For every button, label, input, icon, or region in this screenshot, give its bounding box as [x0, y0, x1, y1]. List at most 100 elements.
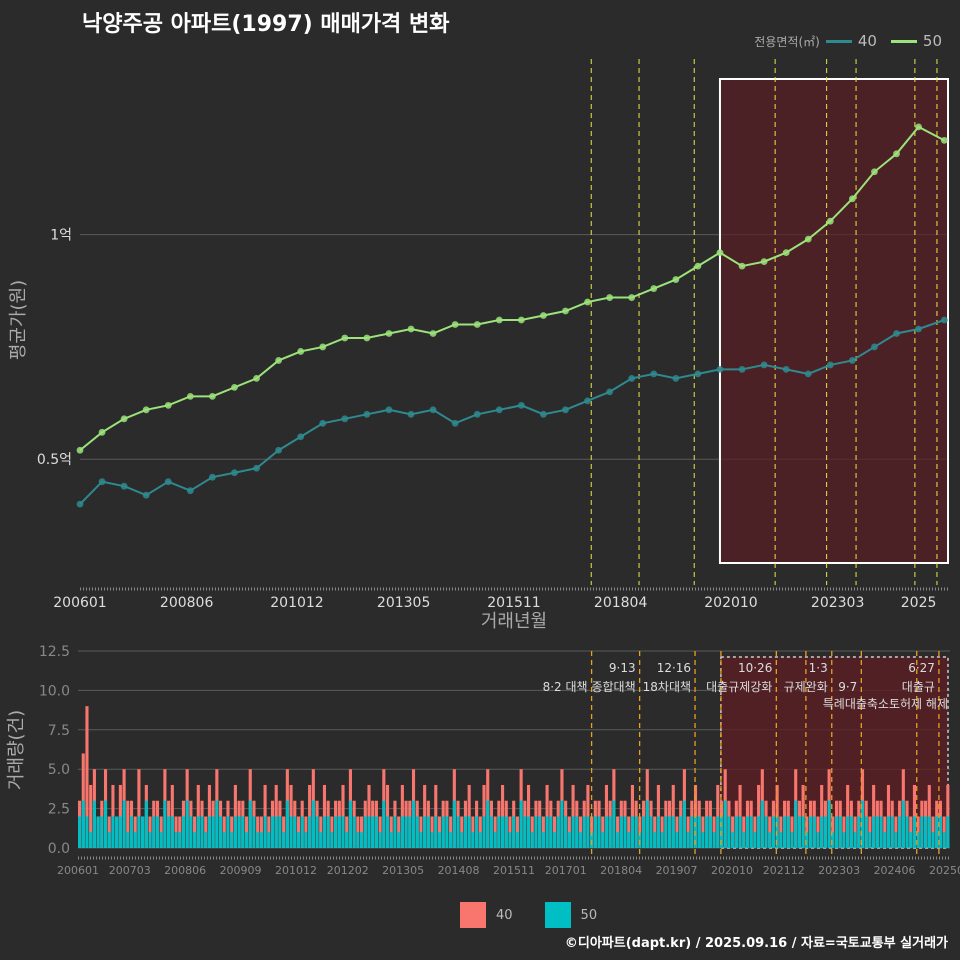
bar-50: [363, 816, 367, 848]
data-point-50: [451, 321, 459, 328]
data-point-40: [672, 374, 680, 382]
bar-50: [482, 816, 486, 848]
legend-swatch-40: [825, 39, 852, 43]
policy-label-date: 1·3: [809, 661, 828, 675]
bar-50: [111, 816, 115, 848]
bar-50: [879, 816, 883, 848]
bar-50: [144, 800, 148, 848]
bar-50: [126, 832, 130, 848]
bar-50: [141, 816, 145, 848]
bar-50: [734, 816, 738, 848]
data-point-40: [826, 361, 834, 369]
bar-50: [738, 816, 742, 848]
bar-50: [860, 800, 865, 848]
bar-50: [578, 832, 583, 848]
bar-50: [786, 816, 790, 848]
bar-50: [300, 816, 304, 848]
bar-50: [552, 832, 557, 848]
data-point-40: [716, 366, 724, 373]
bar-50: [616, 832, 620, 848]
data-point-40: [385, 406, 393, 414]
bar-50: [419, 832, 423, 848]
bar-50: [627, 832, 631, 848]
data-point-50: [231, 383, 238, 391]
bar-50: [129, 816, 134, 848]
bar-50: [853, 832, 857, 848]
bar-50: [504, 816, 508, 848]
legend-bar-label-50: 50: [580, 907, 598, 923]
bar-50: [645, 800, 649, 848]
bar-50: [564, 816, 568, 848]
bar-x-tick-label: 200703: [109, 864, 151, 877]
bar-50: [924, 816, 928, 848]
data-point-50: [253, 374, 260, 382]
data-point-40: [804, 370, 812, 378]
bar-50: [708, 816, 712, 848]
bar-50: [538, 816, 542, 848]
bar-50: [526, 816, 531, 848]
bar-50: [508, 832, 512, 848]
bar-x-tick-label: 201701: [545, 864, 587, 877]
data-point-50: [672, 276, 680, 283]
bar-50: [293, 816, 297, 848]
bar-40: [126, 800, 130, 848]
data-point-40: [517, 401, 525, 409]
bar-50: [630, 816, 634, 848]
data-point-50: [517, 316, 525, 324]
bar-50: [408, 816, 412, 848]
bar-50: [345, 832, 349, 848]
bar-50: [174, 832, 178, 848]
bar-50: [207, 816, 211, 848]
bar-50: [248, 800, 252, 848]
bar-50: [437, 832, 442, 848]
bar-50: [115, 816, 119, 848]
bar-50: [530, 832, 534, 848]
data-point-50: [385, 330, 393, 337]
bar-50: [122, 800, 126, 848]
bar-50: [367, 816, 371, 848]
bar-50: [389, 832, 393, 848]
bar-50: [664, 816, 668, 848]
bar-50: [159, 832, 163, 848]
data-point-40: [451, 419, 459, 427]
bar-50: [463, 816, 468, 848]
data-point-50: [76, 446, 84, 454]
bar-50: [705, 816, 709, 848]
bar-50: [905, 816, 909, 848]
data-point-50: [142, 406, 150, 414]
bar-50: [270, 816, 275, 848]
bar-50: [779, 832, 783, 848]
bar-x-tick-label: 202509: [929, 864, 960, 877]
bar-x-tick-label: 201907: [656, 864, 698, 877]
bar-50: [170, 816, 174, 848]
bar-50: [812, 816, 816, 848]
bar-50: [456, 816, 460, 848]
policy-label-date: 10·26: [738, 661, 772, 675]
bar-50: [237, 816, 241, 848]
data-point-40: [584, 397, 591, 405]
chart-title: 낙양주공 아파트(1997) 매매가격 변화: [82, 12, 450, 37]
data-point-40: [253, 464, 260, 472]
data-point-50: [297, 348, 305, 355]
data-point-40: [120, 482, 128, 490]
series-line-50: [79, 125, 945, 452]
data-point-40: [142, 491, 150, 499]
bar-50: [211, 816, 215, 848]
bar-50: [430, 832, 434, 848]
data-point-50: [120, 415, 128, 423]
legend-bar-label-40: 40: [496, 907, 513, 923]
x-tick-label: 201804: [594, 595, 648, 611]
data-point-50: [562, 307, 569, 315]
bar-x-tick-label: 202303: [818, 864, 860, 877]
bar-50: [886, 816, 891, 848]
bar-50: [274, 816, 278, 848]
bar-50: [371, 816, 375, 848]
bar-50: [400, 816, 404, 848]
data-point-40: [186, 487, 194, 495]
bar-50: [311, 800, 315, 848]
bar-50: [790, 832, 794, 848]
bar-50: [675, 832, 679, 848]
bar-50: [701, 832, 705, 848]
bar-x-tick-label: 202010: [711, 864, 753, 877]
